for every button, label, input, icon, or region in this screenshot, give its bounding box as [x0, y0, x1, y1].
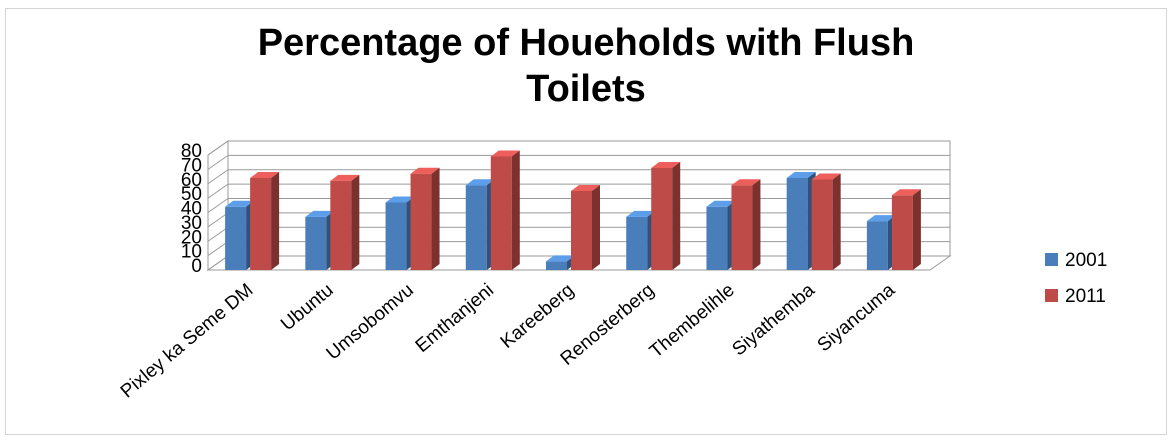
bar-front	[786, 178, 808, 270]
bar-top	[385, 196, 415, 203]
bar-2001-3	[465, 179, 495, 270]
bar-front	[546, 261, 567, 270]
bar-top	[546, 255, 575, 262]
bar-side	[511, 150, 520, 270]
y-tick-label: 40	[181, 199, 202, 220]
bar-top	[330, 174, 360, 181]
bar-front	[866, 221, 888, 270]
y-tick-label: 70	[181, 155, 202, 176]
chart-title-line-1: Percentage of Houeholds with Flush	[257, 22, 915, 64]
bar-2011-0	[250, 172, 280, 270]
x-category-label: Kareeberg	[497, 280, 578, 353]
bar-front	[250, 178, 272, 270]
bar-side	[752, 179, 761, 270]
gridline-side	[207, 140, 229, 156]
gridline-side	[207, 241, 229, 257]
bar-side	[271, 172, 280, 270]
chart-title-line-2: Toilets	[526, 68, 646, 110]
bar-2011-2	[410, 167, 440, 270]
bar-2001-8	[866, 215, 896, 270]
bar-2001-1	[305, 210, 335, 270]
bar-front	[891, 195, 913, 270]
bar-top	[866, 215, 896, 222]
bar-front	[731, 185, 753, 270]
legend-swatch-2001	[1045, 253, 1058, 266]
bar-side	[672, 161, 681, 270]
bar-top	[811, 173, 841, 180]
chart-title: Percentage of Houeholds with Flush Toile…	[0, 20, 1172, 112]
x-category-label: Umsobomvu	[323, 280, 418, 365]
bar-2011-4	[571, 184, 600, 270]
y-tick-label: 30	[181, 213, 202, 234]
bar-side	[351, 174, 360, 270]
bar-top	[410, 167, 440, 174]
bar-side	[431, 167, 440, 270]
bar-front	[465, 185, 487, 270]
gridline-side	[207, 255, 229, 271]
bar-top	[465, 179, 495, 186]
gridline-side	[207, 169, 229, 185]
bar-2011-1	[330, 174, 360, 270]
bar-2011-8	[891, 189, 921, 270]
gridline-side	[207, 226, 229, 242]
bar-2001-7	[786, 172, 816, 270]
gridline-side	[207, 212, 229, 228]
bar-2001-6	[706, 200, 736, 270]
y-tick-label: 10	[181, 242, 202, 263]
legend-label-2011: 2011	[1065, 286, 1106, 307]
bar-front	[626, 216, 648, 270]
x-category-label: Ubuntu	[277, 280, 337, 335]
bar-front	[811, 179, 833, 270]
y-tick-label: 0	[191, 256, 202, 277]
bar-top	[731, 179, 761, 186]
bar-front	[305, 216, 327, 270]
y-tick-label: 80	[181, 141, 202, 162]
bar-side	[912, 189, 921, 270]
bar-top	[626, 210, 656, 217]
bar-top	[225, 200, 255, 207]
bar-2011-7	[811, 173, 841, 270]
bar-top	[786, 172, 816, 178]
bar-top	[651, 161, 681, 168]
bar-front	[651, 167, 673, 270]
bar-side	[592, 184, 600, 270]
bar-front	[385, 202, 407, 270]
x-category-label: Pixley ka Seme DM	[117, 280, 257, 403]
bar-top	[250, 172, 280, 178]
x-category-label: Thembelihle	[646, 280, 739, 363]
bar-2011-3	[490, 150, 520, 270]
x-category-label: Siyancuma	[814, 279, 900, 356]
bar-2001-2	[385, 196, 415, 270]
bar-front	[410, 173, 432, 270]
bar-2001-0	[225, 200, 255, 270]
bar-front	[490, 156, 512, 270]
gridline-side	[207, 154, 229, 170]
bar-2011-6	[731, 179, 761, 270]
bar-top	[891, 189, 921, 196]
bar-top	[490, 150, 520, 157]
legend-label-2001: 2001	[1065, 250, 1107, 271]
y-tick-label: 20	[181, 227, 202, 248]
bar-top	[706, 200, 736, 207]
bar-front	[706, 206, 728, 270]
bar-front	[571, 190, 592, 270]
x-category-label: Emthanjeni	[412, 280, 498, 357]
gridline-side	[207, 198, 229, 213]
bar-front	[225, 206, 247, 270]
legend-swatch-2011	[1045, 289, 1058, 302]
y-tick-label: 50	[181, 184, 202, 205]
bar-top	[305, 210, 335, 217]
bar-front	[330, 180, 352, 270]
x-category-label: Siyathemba	[729, 279, 820, 360]
bar-2011-5	[651, 161, 681, 270]
bar-2001-5	[626, 210, 656, 270]
bar-top	[571, 184, 600, 191]
bar-side	[832, 173, 841, 270]
gridline-side	[207, 183, 229, 199]
y-tick-label: 60	[181, 170, 202, 191]
